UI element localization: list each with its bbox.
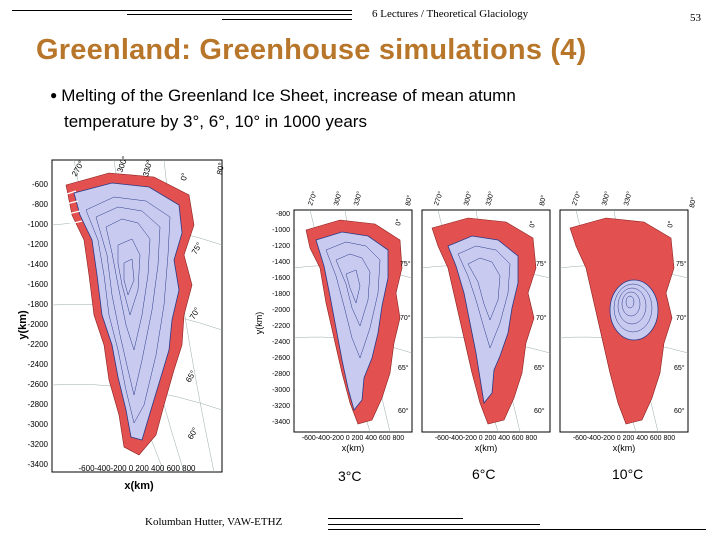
lon-label: 300° — [332, 190, 344, 206]
lon-label: 0° — [179, 172, 189, 181]
lon-label: 270° — [570, 190, 583, 207]
y-tick: -2000 — [28, 320, 49, 329]
y-tick: -1600 — [28, 280, 49, 289]
y-tick: -2000 — [272, 307, 290, 314]
page-number: 53 — [690, 12, 701, 24]
y-tick: -1600 — [272, 275, 290, 282]
lon-label: 0° — [394, 218, 403, 226]
lat-label: 80° — [538, 194, 548, 206]
y-tick: -2200 — [28, 340, 49, 349]
lat-label: 70° — [676, 314, 687, 322]
x-ticks: -600-400-200 0 200 400 600 800 — [302, 435, 404, 442]
header-rule — [222, 19, 352, 20]
y-tick: -1000 — [28, 220, 49, 229]
x-axis-label: x(km) — [124, 480, 154, 492]
lon-label: 0° — [528, 220, 537, 228]
lat-label: 70° — [400, 314, 411, 322]
lon-label: 270° — [306, 190, 319, 207]
caption-3c: 3°C — [338, 468, 362, 484]
lat-label: 65° — [674, 364, 685, 372]
y-tick: -1200 — [28, 240, 49, 249]
y-tick: -1800 — [28, 300, 49, 309]
y-tick: -1800 — [272, 291, 290, 298]
lat-label: 75° — [676, 260, 687, 268]
bullet-dot-icon: ● — [50, 88, 58, 102]
lon-label: 300° — [462, 190, 474, 206]
caption-10c: 10°C — [612, 466, 644, 482]
header-rule — [127, 14, 352, 15]
y-tick: -2400 — [272, 339, 290, 346]
lon-label: 0° — [666, 220, 675, 228]
lat-label: 60° — [398, 407, 409, 415]
y-tick: -2800 — [272, 371, 290, 378]
lat-label: 70° — [536, 314, 547, 322]
lon-label: 330° — [352, 190, 364, 206]
y-tick: -1200 — [272, 243, 290, 250]
main-ice-sheet-map: -600 -800 -1000 -1200 -1400 -1600 -1800 … — [17, 155, 226, 492]
y-axis-label: y(km) — [17, 310, 29, 340]
caption-6c: 6°C — [472, 466, 496, 482]
ice-sheet-map-10c: 270° 300° 330° 0° 80° 75° 70° 65° 60° -6… — [559, 190, 698, 453]
bullet-line-2: temperature by 3°, 6°, 10° in 1000 years — [64, 112, 367, 131]
y-tick: -800 — [276, 211, 290, 218]
lat-label: 80° — [404, 194, 414, 206]
y-tick: -3400 — [28, 460, 49, 469]
y-tick: -2800 — [28, 400, 49, 409]
x-ticks: -600-400-200 0 200 400 600 800 — [79, 464, 197, 473]
footer-rule — [328, 529, 706, 530]
lat-label: 60° — [534, 407, 545, 415]
y-tick: -3400 — [272, 419, 290, 426]
lon-label: 270° — [432, 190, 445, 207]
y-tick: -2600 — [272, 355, 290, 362]
y-tick: -2400 — [28, 360, 49, 369]
x-ticks: -600-400-200 0 200 400 600 800 — [435, 435, 537, 442]
footer-rule — [328, 518, 463, 519]
y-tick: -3000 — [272, 387, 290, 394]
lat-label: 80° — [215, 162, 226, 175]
lat-label: 80° — [688, 196, 698, 208]
ice-sheet-map-3c: -800 -1000 -1200 -1400 -1600 -1800 -2000… — [254, 190, 414, 453]
author-footer: Kolumban Hutter, VAW-ETHZ — [145, 516, 283, 528]
bullet-text: ● Melting of the Greenland Ice Sheet, inc… — [50, 82, 670, 135]
x-axis-label: x(km) — [475, 443, 498, 453]
x-axis-label: x(km) — [342, 443, 365, 453]
y-tick: -1400 — [28, 260, 49, 269]
y-tick: -600 — [32, 180, 49, 189]
y-tick: -2600 — [28, 380, 49, 389]
y-axis-label: y(km) — [254, 312, 264, 335]
lon-label: 330° — [622, 190, 634, 206]
y-tick: -3200 — [272, 403, 290, 410]
footer-rule — [328, 524, 540, 525]
lat-label: 75° — [536, 260, 547, 268]
bullet-line-1: Melting of the Greenland Ice Sheet, incr… — [61, 86, 516, 105]
y-tick: -800 — [32, 200, 49, 209]
y-tick: -1400 — [272, 259, 290, 266]
lat-label: 60° — [674, 407, 685, 415]
y-tick: -1000 — [272, 227, 290, 234]
header-rule — [12, 10, 352, 11]
y-tick: -3200 — [28, 440, 49, 449]
ice-sheet-map-6c: 270° 300° 330° 0° 80° 75° 70° 65° 60° -6… — [421, 190, 551, 453]
lat-label: 75° — [400, 260, 411, 268]
y-tick: -2200 — [272, 323, 290, 330]
lon-label: 330° — [141, 159, 154, 177]
lat-label: 65° — [534, 364, 545, 372]
x-axis-label: x(km) — [613, 443, 636, 453]
y-tick: -3000 — [28, 420, 49, 429]
course-title: 6 Lectures / Theoretical Glaciology — [372, 8, 529, 20]
slide-title: Greenland: Greenhouse simulations (4) — [36, 34, 587, 66]
lat-label: 65° — [398, 364, 409, 372]
x-ticks: -600-400-200 0 200 400 600 800 — [573, 435, 675, 442]
lon-label: 330° — [484, 190, 496, 206]
lon-label: 300° — [600, 190, 612, 206]
